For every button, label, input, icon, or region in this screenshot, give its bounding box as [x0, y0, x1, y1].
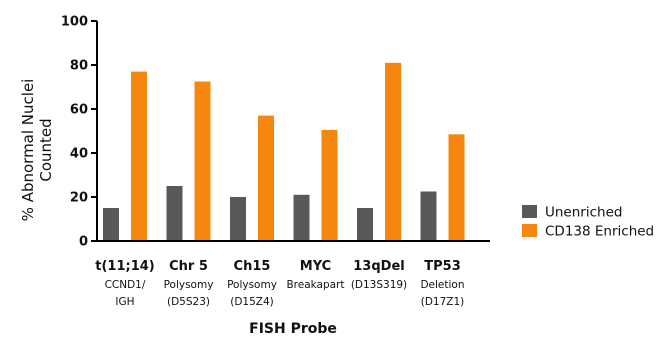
legend-label: CD138 Enriched	[545, 224, 654, 240]
bar-cd138-enriched	[321, 129, 338, 241]
x-category-sublabel: Deletion	[420, 279, 464, 291]
y-tick-label: 60	[70, 103, 88, 118]
bar-unenriched	[420, 191, 437, 241]
x-category-label: Ch15	[234, 259, 271, 274]
bar-unenriched	[230, 197, 246, 241]
x-category-label: Chr 5	[169, 259, 208, 274]
x-category-label: t(11;14)	[95, 259, 154, 274]
y-axis-title: % Abnormal NucleiCounted	[19, 79, 55, 222]
x-axis: t(11;14) CCND1/IGH Chr 5 Polysomy (D5S23) Ch1…	[95, 240, 490, 308]
x-category-sublabel: CCND1/	[105, 279, 146, 291]
y-tick-label: 20	[70, 191, 88, 206]
bars	[103, 62, 465, 241]
bar-cd138-enriched	[131, 71, 147, 241]
x-category-sublabel: IGH	[115, 296, 134, 308]
bar-unenriched	[293, 194, 310, 241]
x-category-label: MYC	[300, 259, 331, 274]
y-axis: 0 20 40 60 80 100	[61, 15, 98, 250]
legend: Unenriched CD138 Enriched	[522, 205, 654, 240]
bar-cd138-enriched	[258, 115, 274, 241]
x-axis-title: FISH Probe	[249, 321, 337, 337]
bar-cd138-enriched	[448, 134, 465, 241]
x-category-label: 13qDel	[353, 259, 404, 274]
x-category-sublabel: Polysomy	[227, 279, 277, 291]
legend-swatch	[522, 205, 537, 218]
x-category-sublabel: (D17Z1)	[421, 296, 465, 308]
bar-unenriched	[357, 208, 373, 241]
x-category-sublabel: (D15Z4)	[230, 296, 274, 308]
legend-label: Unenriched	[545, 205, 622, 221]
x-category-sublabel: (D13S319)	[351, 279, 407, 291]
x-category-sublabel: Breakapart	[286, 279, 344, 291]
x-category-sublabel: (D5S23)	[167, 296, 210, 308]
bar-cd138-enriched	[385, 62, 401, 241]
y-axis-title-line: % Abnormal Nuclei	[19, 79, 37, 222]
y-tick-label: 0	[79, 235, 88, 250]
bar-cd138-enriched	[194, 81, 211, 241]
bar-unenriched	[166, 186, 183, 241]
bar-unenriched	[103, 208, 119, 241]
y-tick-label: 100	[61, 15, 88, 30]
y-tick-label: 40	[70, 147, 88, 162]
x-category-label: TP53	[424, 259, 461, 274]
y-axis-title-line: Counted	[37, 118, 55, 181]
y-tick-label: 80	[70, 59, 88, 74]
legend-swatch	[522, 224, 537, 237]
x-category-sublabel: Polysomy	[164, 279, 214, 291]
